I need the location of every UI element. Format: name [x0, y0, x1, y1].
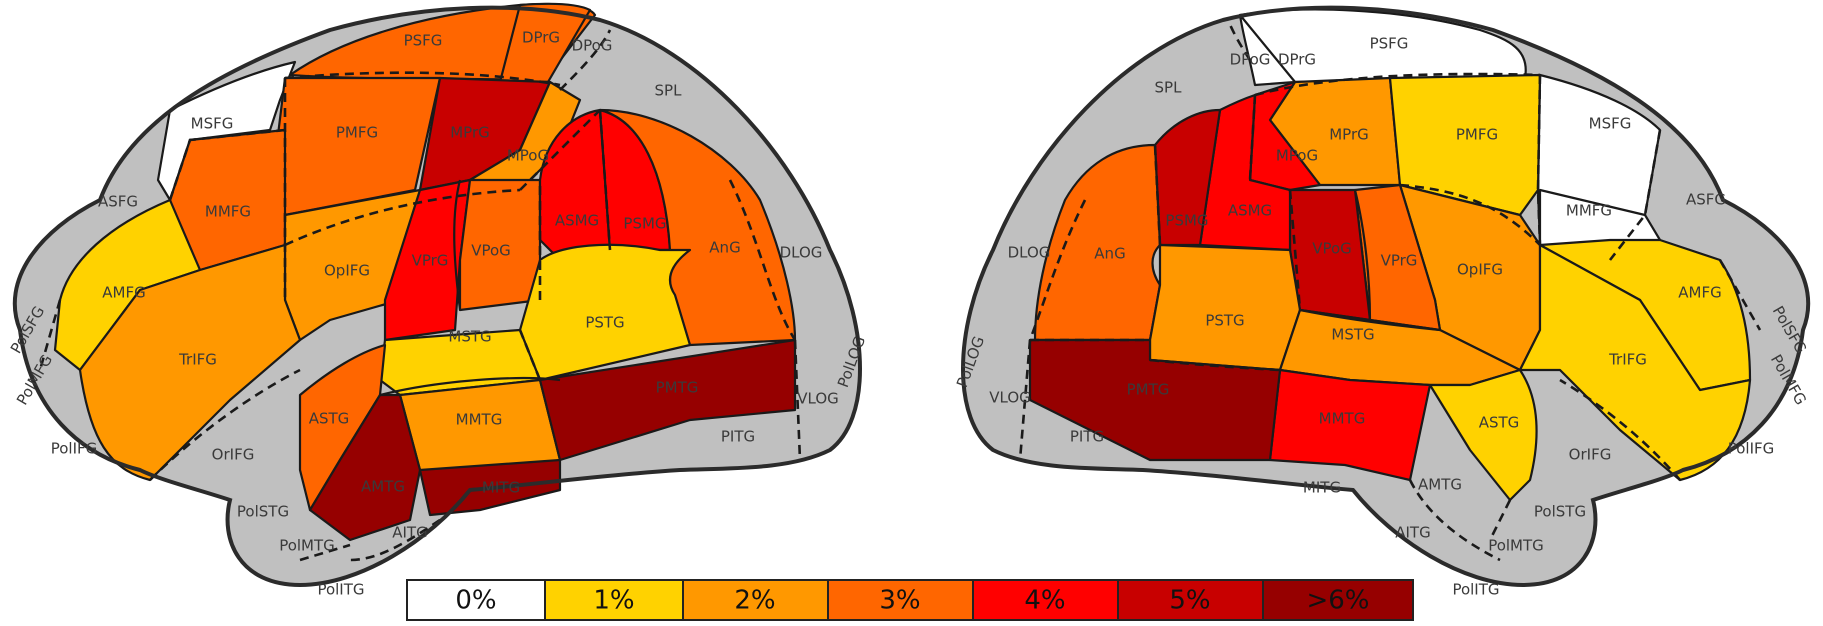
right-label-polstg: PolSTG [1534, 503, 1586, 521]
legend-label-6: >6% [1306, 586, 1369, 616]
right-region-astg [1428, 368, 1538, 502]
left-label-mmtg: MMTG [456, 411, 503, 429]
right-label-aitg: AITG [1395, 524, 1430, 542]
right-label-pitg: PITG [1070, 428, 1104, 446]
left-label-vlog: VLOG [797, 390, 839, 408]
left-label-psmg: PSMG [623, 215, 666, 233]
right-label-dprg: DPrG [1278, 51, 1316, 69]
right-label-trifg: TrIFG [1608, 351, 1647, 369]
left-label-pstg: PSTG [585, 314, 624, 332]
left-region-ang [598, 108, 797, 347]
left-label-asfg: ASFG [98, 193, 138, 211]
legend-swatch-6 [1262, 579, 1414, 621]
right-region-pstg [1148, 243, 1302, 372]
right-label-mitg: MITG [1303, 479, 1341, 497]
right-label-amtg: AMTG [1418, 476, 1462, 494]
right-label-amfg: AMFG [1678, 284, 1721, 302]
left-region-dprg [498, 2, 592, 84]
left-label-spl: SPL [655, 82, 683, 100]
left-label-vprg: VPrG [412, 252, 449, 270]
left-label-politg: PolITG [317, 581, 364, 599]
right-label-vpog: VPoG [1312, 240, 1352, 258]
left-label-amfg: AMFG [102, 284, 145, 302]
left-label-aitg: AITG [392, 524, 427, 542]
right-label-psfg: PSFG [1370, 35, 1409, 53]
legend-label-5: 5% [1169, 586, 1210, 616]
right-label-dpog: DPoG [1230, 51, 1271, 69]
legend-swatch-2 [682, 579, 829, 621]
right-label-mmtg: MMTG [1319, 410, 1366, 428]
left-region-vpog [458, 178, 542, 312]
legend-label-0: 0% [455, 586, 496, 616]
right-label-asfg: ASFG [1686, 191, 1726, 209]
right-label-polmtg: PolMTG [1488, 537, 1544, 555]
right-label-pmtg: PMTG [1127, 381, 1170, 399]
right-label-mpog: MPoG [1276, 147, 1318, 165]
left-label-mprg: MPrG [450, 124, 490, 142]
right-label-vlog: VLOG [989, 389, 1031, 407]
right-label-psmg: PSMG [1165, 212, 1208, 230]
left-label-dprg: DPrG [522, 29, 560, 47]
left-label-astg: ASTG [309, 410, 350, 428]
right-hemisphere: PSFG DPrG DPoG SPL MSFG PMFG MPrG MPoG A… [953, 5, 1810, 599]
left-label-mpog: MPoG [507, 147, 549, 165]
right-label-msfg: MSFG [1589, 115, 1632, 133]
right-label-mstg: MSTG [1331, 326, 1374, 344]
legend-label-4: 4% [1024, 586, 1065, 616]
right-label-ang: AnG [1094, 245, 1125, 263]
right-label-mmfg: MMFG [1566, 202, 1612, 220]
left-label-mmfg: MMFG [205, 203, 251, 221]
left-hemisphere: PSFG DPrG DPoG SPL MSFG PMFG MPrG MPoG A… [7, 2, 869, 599]
left-label-psfg: PSFG [404, 32, 443, 50]
right-label-pmfg: PMFG [1456, 126, 1498, 144]
legend-label-1: 1% [593, 586, 634, 616]
right-label-pstg: PSTG [1205, 312, 1244, 330]
left-region-pmtg [538, 338, 797, 462]
right-region-pmtg [1028, 338, 1282, 462]
left-label-dpog: DPoG [572, 37, 613, 55]
right-region-asmg [1198, 93, 1292, 252]
legend-swatch-0 [406, 579, 546, 621]
left-label-trifg: TrIFG [178, 351, 217, 369]
right-label-opifg: OpIFG [1457, 261, 1503, 279]
right-label-dlog: DLOG [1008, 244, 1051, 262]
right-region-psmg [1153, 108, 1222, 247]
left-label-opifg: OpIFG [324, 262, 370, 280]
left-label-pitg: PITG [721, 428, 755, 446]
left-label-polstg: PolSTG [237, 503, 289, 521]
left-label-polmtg: PolMTG [279, 537, 335, 555]
left-region-pstg [518, 243, 692, 382]
legend-swatch-4 [972, 579, 1119, 621]
left-label-dlog: DLOG [780, 244, 823, 262]
left-label-ang: AnG [709, 239, 740, 257]
left-label-amtg: AMTG [361, 478, 405, 496]
legend-swatch-3 [827, 579, 974, 621]
right-label-asmg: ASMG [1228, 202, 1272, 220]
right-label-vprg: VPrG [1381, 252, 1418, 270]
left-label-mstg: MSTG [448, 328, 491, 346]
right-label-politg: PolITG [1452, 581, 1499, 599]
left-label-asmg: ASMG [555, 212, 599, 230]
right-label-mprg: MPrG [1329, 126, 1369, 144]
right-label-astg: ASTG [1479, 414, 1520, 432]
left-label-orifg: OrIFG [212, 446, 255, 464]
left-label-pmtg: PMTG [656, 379, 699, 397]
left-region-amtg [308, 393, 422, 542]
left-label-polifg: PolIFG [51, 440, 98, 458]
left-label-msfg: MSFG [191, 115, 234, 133]
right-label-spl: SPL [1155, 79, 1183, 97]
right-region-ang [1033, 143, 1162, 342]
right-label-orifg: OrIFG [1569, 446, 1612, 464]
legend-label-3: 3% [879, 586, 920, 616]
legend: 0% 1% 2% 3% 4% 5% >6% [406, 579, 1414, 621]
right-label-polifg: PolIFG [1728, 440, 1775, 458]
left-label-vpog: VPoG [471, 242, 511, 260]
left-label-mitg: MITG [482, 479, 520, 497]
left-label-pmfg: PMFG [336, 124, 378, 142]
legend-label-2: 2% [734, 586, 775, 616]
legend-swatch-1 [544, 579, 684, 621]
